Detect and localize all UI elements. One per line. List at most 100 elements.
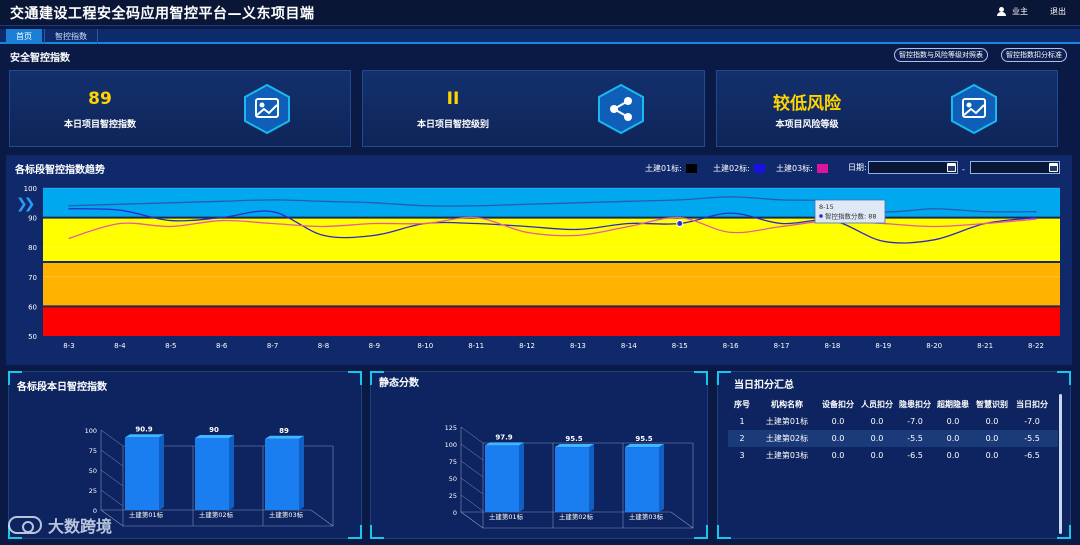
table-cell: 0.0 xyxy=(985,434,999,443)
bar xyxy=(265,435,304,510)
table-cell: 智慧识别 xyxy=(976,400,1008,409)
series-point xyxy=(170,225,172,228)
corner-decoration xyxy=(1057,371,1071,385)
user-label[interactable]: 业主 xyxy=(1012,7,1028,16)
legend-item-03: 土建03标: xyxy=(776,163,828,174)
corner-decoration xyxy=(348,371,362,385)
daily-index-bar-chart: 0 25 50 75 100 90.9 土建第01标 90 土建第02标 89 土建第03标 xyxy=(85,425,334,527)
tooltip-dot xyxy=(819,214,823,218)
series-point xyxy=(170,202,172,204)
watermark: 大数跨境 xyxy=(8,513,112,537)
table-cell: 0.0 xyxy=(946,434,960,443)
series-point xyxy=(730,212,732,214)
table-cell: -5.5 xyxy=(907,434,923,443)
table-cell: 土建第03标 xyxy=(765,451,809,460)
series-point xyxy=(119,203,121,205)
x-tick-label: 土建第02标 xyxy=(199,510,234,519)
series-point xyxy=(322,200,325,202)
deduction-standard-button[interactable]: 智控指数扣分标准 xyxy=(1001,48,1067,62)
bar-side xyxy=(659,444,664,512)
tooltip-marker xyxy=(676,220,684,228)
table-header: 序号 机构名称 设备扣分 人员扣分 隐患扣分 超期隐患 智慧识别 当日扣分 xyxy=(728,396,1058,413)
kpi-value: 较低风险 xyxy=(773,94,841,114)
series-point xyxy=(424,205,426,207)
corner-decoration xyxy=(348,525,362,539)
calendar-icon[interactable] xyxy=(1049,163,1058,172)
table-cell: 人员扣分 xyxy=(861,400,893,409)
legend-label: 土建03标: xyxy=(776,164,813,173)
series-point xyxy=(679,217,681,219)
series-point xyxy=(221,219,223,222)
x-tick-label: 8-20 xyxy=(926,342,942,350)
y-tick-label: 90 xyxy=(28,215,37,223)
bar xyxy=(125,434,164,510)
table-cell: 0.0 xyxy=(946,417,960,426)
watermark-text: 大数跨境 xyxy=(48,517,113,536)
kpi-card-index: 89 本日项目智控指数 xyxy=(9,70,351,147)
bar-side xyxy=(589,444,594,512)
series-point xyxy=(628,225,630,228)
table-cell: 机构名称 xyxy=(771,400,803,409)
bar-top xyxy=(485,442,524,446)
x-tick-label: 8-22 xyxy=(1028,342,1044,350)
x-tick-label: 土建第02标 xyxy=(559,512,594,521)
x-tick-label: 8-15 xyxy=(672,342,688,350)
series-point xyxy=(628,200,630,202)
table-row[interactable]: 2 土建第02标 0.0 0.0 -5.5 0.0 0.0 -5.5 xyxy=(728,430,1058,447)
table-cell: -7.0 xyxy=(907,417,923,426)
chart-grid xyxy=(100,489,124,507)
series-point xyxy=(526,225,528,228)
series-point xyxy=(577,234,579,236)
bar-top xyxy=(195,435,234,438)
kpi-label: 本项目风险等级 xyxy=(775,120,839,130)
x-tick-label: 8-19 xyxy=(875,342,891,350)
x-tick-label: 土建第03标 xyxy=(629,512,664,521)
x-tick-label: 8-5 xyxy=(165,342,176,350)
kpi-card-risk: 较低风险 本项目风险等级 xyxy=(716,70,1058,147)
bar-side xyxy=(299,435,304,510)
table-cell: -6.5 xyxy=(1024,451,1040,460)
legend-item-02: 土建02标: xyxy=(713,163,765,174)
bar xyxy=(555,444,594,512)
corner-decoration xyxy=(717,525,731,539)
user-icon[interactable] xyxy=(997,7,1006,16)
app-title: 交通建设工程安全码应用智控平台—义东项目端 xyxy=(10,6,315,22)
table-cell: -6.5 xyxy=(907,451,923,460)
daily-index-title: 各标段本日智控指数 xyxy=(17,382,107,393)
table-scrollbar[interactable] xyxy=(1059,394,1062,534)
series-point xyxy=(1035,218,1037,220)
logout-button[interactable]: 退出 xyxy=(1050,7,1066,16)
bar-value-label: 95.5 xyxy=(635,435,652,443)
legend-label: 土建02标: xyxy=(713,164,750,173)
index-risk-table-button[interactable]: 智控指数与风险等级对照表 xyxy=(894,48,988,62)
bar-top xyxy=(265,435,304,439)
series-point xyxy=(271,199,274,201)
series-point xyxy=(221,200,223,202)
chart-grid xyxy=(460,426,484,444)
legend-label: 土建01标: xyxy=(645,164,682,173)
y-tick-label: 80 xyxy=(28,244,37,252)
table-row[interactable]: 1 土建第01标 0.0 0.0 -7.0 0.0 0.0 -7.0 xyxy=(728,413,1058,430)
tab-home[interactable]: 首页 xyxy=(6,29,42,44)
x-tick-label: 土建第01标 xyxy=(129,510,164,519)
corner-decoration xyxy=(370,371,384,385)
tab-smart-index[interactable]: 智控指数 xyxy=(44,29,98,44)
table-cell: 0.0 xyxy=(831,417,845,426)
start-date-input[interactable] xyxy=(868,161,958,174)
trend-title: 各标段智控指数趋势 xyxy=(15,165,105,176)
legend-swatch xyxy=(816,164,828,173)
risk-band xyxy=(43,217,1060,262)
series-point xyxy=(780,199,783,201)
end-date-input[interactable] xyxy=(970,161,1060,174)
bar-top xyxy=(125,434,164,438)
double-chevron-right-icon[interactable]: ❯❯ xyxy=(16,196,36,212)
corner-decoration xyxy=(1057,525,1071,539)
y-tick-label: 0 xyxy=(453,509,457,517)
series-point xyxy=(577,228,579,231)
series-point xyxy=(933,239,935,241)
bar-side xyxy=(159,434,164,510)
calendar-icon[interactable] xyxy=(947,163,956,172)
chart-grid xyxy=(100,449,124,467)
table-row[interactable]: 3 土建第03标 0.0 0.0 -6.5 0.0 0.0 -6.5 xyxy=(728,447,1058,464)
